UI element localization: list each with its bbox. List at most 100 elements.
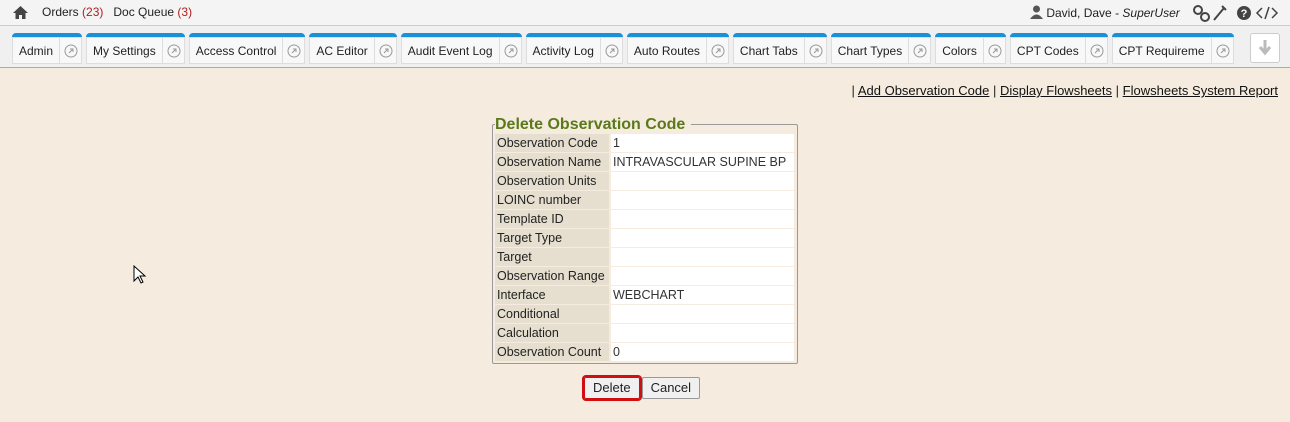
tab-label: Chart Tabs [739, 43, 798, 58]
tab[interactable]: CPT Codes [1009, 33, 1108, 64]
tab[interactable]: Admin [12, 33, 83, 64]
tab-open-icon[interactable] [908, 37, 931, 64]
form-row: Observation Units [495, 172, 794, 191]
form-row: Observation Count 0 [495, 343, 794, 362]
field-value: WEBCHART [611, 286, 794, 305]
user-icon [1030, 5, 1043, 19]
home-icon[interactable] [12, 5, 29, 20]
tab-open-icon[interactable] [373, 37, 397, 64]
form-row: Target Type [495, 229, 794, 248]
nav-label: Orders [42, 5, 79, 19]
field-label: Template ID [495, 210, 609, 229]
tab[interactable]: Colors [935, 33, 1006, 64]
form-row: Interface WEBCHART [495, 286, 794, 305]
button[interactable]: Delete [582, 375, 642, 401]
tab-label: AC Editor [316, 43, 368, 58]
user-name: David, Dave [1046, 6, 1112, 20]
tab-open-icon[interactable] [161, 37, 185, 64]
form-row: Target [495, 248, 794, 267]
role-separator: - [1115, 6, 1120, 20]
tab-open-icon[interactable] [282, 37, 305, 64]
form-rows: Observation Code 1 Observation Name INTRAVA… [495, 134, 794, 362]
tab[interactable]: Chart Tabs [732, 33, 827, 64]
tab-open-icon[interactable] [705, 37, 729, 64]
button[interactable]: Cancel [641, 377, 701, 399]
tab[interactable]: My Settings [86, 33, 185, 64]
field-label: Calculation [495, 324, 609, 343]
tab-open-icon[interactable] [982, 37, 1006, 64]
link-separator: | [1115, 83, 1120, 98]
field-value [611, 229, 794, 248]
tab-label: Chart Types [837, 43, 903, 58]
field-label: Conditional [495, 305, 609, 324]
link[interactable]: Display Flowsheets [1000, 83, 1113, 98]
tab[interactable]: Auto Routes [626, 33, 729, 64]
field-label: Target [495, 248, 609, 267]
tab[interactable]: Access Control [188, 33, 306, 64]
field-label: Observation Count [495, 343, 609, 362]
field-value: INTRAVASCULAR SUPINE BP [611, 153, 794, 172]
tab-open-icon[interactable] [498, 37, 522, 64]
tab-open-icon[interactable] [1084, 37, 1108, 64]
nav-count: (23) [82, 5, 104, 19]
nav-item[interactable]: Doc Queue (3) [113, 5, 192, 19]
tab[interactable]: CPT Requireme [1111, 33, 1234, 64]
tab-open-icon[interactable] [59, 37, 82, 64]
form-row: Conditional [495, 305, 794, 324]
field-value [611, 172, 794, 191]
user-info[interactable]: David, Dave - SuperUser [1030, 5, 1180, 20]
field-value [611, 248, 794, 267]
nav-count: (3) [177, 5, 193, 19]
field-value [611, 324, 794, 343]
tab-open-icon[interactable] [599, 37, 623, 64]
links: | Add Observation Code | Display Flowshe… [852, 83, 1278, 98]
tab-label: Audit Event Log [407, 43, 493, 58]
link-separator: | [851, 83, 855, 98]
tab[interactable]: Activity Log [525, 33, 623, 64]
link-separator: | [993, 83, 997, 98]
form-row: Observation Name INTRAVASCULAR SUPINE BP [495, 153, 794, 172]
tabs: Admin My Settings Access Control AC Editor A… [12, 33, 1245, 64]
field-value: 1 [611, 134, 794, 153]
tab[interactable]: AC Editor [309, 33, 397, 64]
tab-open-icon[interactable] [803, 37, 827, 64]
tabs-bar: Admin My Settings Access Control AC Editor A… [0, 26, 1290, 68]
field-label: LOINC number [495, 191, 609, 210]
main: | Add Observation Code | Display Flowshe… [0, 68, 1290, 422]
form-title: Delete Observation Code [495, 116, 692, 134]
nav: Orders (23) Doc Queue (3) [42, 5, 192, 19]
nav-item[interactable]: Orders (23) [42, 5, 103, 19]
user-role: SuperUser [1122, 6, 1180, 20]
svg-text:?: ? [1241, 8, 1248, 20]
link[interactable]: Add Observation Code [857, 83, 990, 98]
top-bar: Orders (23) Doc Queue (3) David, Dave - S… [0, 0, 1290, 26]
form-row: Observation Code 1 [495, 134, 794, 153]
link[interactable]: Flowsheets System Report [1122, 83, 1278, 98]
toolbar-icons[interactable]: ? [1192, 4, 1282, 22]
field-value [611, 305, 794, 324]
form-row: Calculation [495, 324, 794, 343]
field-label: Interface [495, 286, 609, 305]
tab-label: Activity Log [532, 43, 594, 58]
form: Delete Observation Code Observation Code… [492, 116, 798, 364]
nav-label: Doc Queue [113, 5, 175, 19]
field-value: 0 [611, 343, 794, 362]
field-label: Observation Range [495, 267, 609, 286]
scroll-button[interactable] [1250, 33, 1280, 63]
field-label: Target Type [495, 229, 609, 248]
tab-open-icon[interactable] [1210, 37, 1234, 64]
form-row: Observation Range [495, 267, 794, 286]
tab-label: Admin [19, 43, 54, 58]
field-value [611, 191, 794, 210]
tab-label: Auto Routes [633, 43, 700, 58]
field-label: Observation Units [495, 172, 609, 191]
form-row: Template ID [495, 210, 794, 229]
cursor [133, 265, 147, 284]
tab[interactable]: Chart Types [830, 33, 932, 64]
tab-label: CPT Codes [1016, 43, 1079, 58]
tab-label: CPT Requireme [1118, 43, 1205, 58]
form-row: LOINC number [495, 191, 794, 210]
tab[interactable]: Audit Event Log [400, 33, 522, 64]
field-value [611, 210, 794, 229]
